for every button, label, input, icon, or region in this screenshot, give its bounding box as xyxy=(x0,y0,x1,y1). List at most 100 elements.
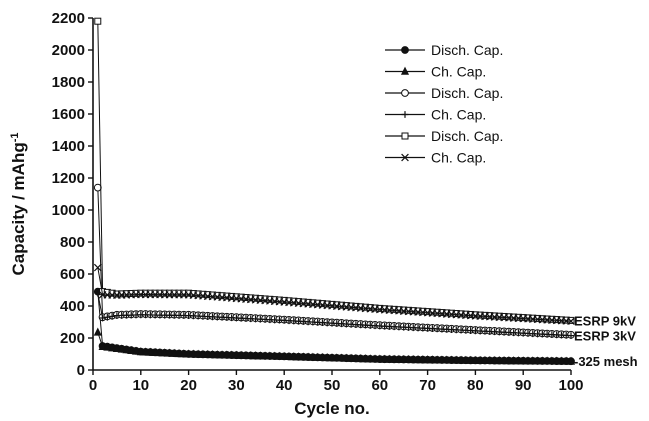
data-point xyxy=(94,17,102,25)
data-point xyxy=(552,356,561,365)
data-point xyxy=(127,345,136,354)
y-tick-label: 800 xyxy=(60,234,85,251)
data-point xyxy=(294,352,303,361)
data-point xyxy=(251,351,260,360)
series-2 xyxy=(93,327,576,365)
data-point xyxy=(504,356,513,365)
data-point xyxy=(122,345,131,354)
series-label: ESRP 3kV xyxy=(574,329,636,344)
legend: Disch. Cap. Ch. Cap. Disch. Cap. Ch. Cap. Di… xyxy=(385,42,503,166)
data-point xyxy=(437,355,446,364)
data-point xyxy=(485,355,494,365)
data-point xyxy=(151,347,160,356)
data-point xyxy=(385,354,394,363)
data-point xyxy=(523,356,533,365)
x-tick-label: 30 xyxy=(228,377,245,394)
y-axis-title-superscript: -1 xyxy=(9,133,21,143)
data-point xyxy=(490,355,499,365)
legend-marker xyxy=(401,111,409,118)
legend-label: Disch. Cap. xyxy=(431,128,503,144)
data-point xyxy=(318,352,327,362)
data-point xyxy=(131,346,141,355)
data-point xyxy=(117,344,126,353)
x-tick-label: 10 xyxy=(132,377,149,394)
data-point xyxy=(404,354,413,364)
data-point xyxy=(227,350,236,359)
data-point xyxy=(356,354,365,363)
y-tick-label: 1400 xyxy=(52,138,85,155)
series-line xyxy=(97,267,572,322)
data-point xyxy=(165,348,174,357)
data-point xyxy=(323,353,332,362)
x-tick-label: 60 xyxy=(371,377,388,394)
y-tick-label: 400 xyxy=(60,298,85,315)
data-point xyxy=(313,352,322,361)
legend-label: Ch. Cap. xyxy=(431,107,486,123)
data-point xyxy=(428,355,437,364)
data-point xyxy=(179,349,188,358)
legend-entry: Ch. Cap. xyxy=(385,150,486,166)
data-point xyxy=(471,355,480,364)
series-layer xyxy=(93,17,576,366)
data-point xyxy=(93,183,102,192)
data-point xyxy=(461,355,470,364)
data-point xyxy=(108,343,117,352)
data-point xyxy=(500,356,509,365)
x-tick-label: 90 xyxy=(515,377,532,394)
data-point xyxy=(265,351,274,360)
data-point xyxy=(533,356,542,365)
data-point xyxy=(567,317,575,326)
legend-marker xyxy=(400,66,410,75)
data-point xyxy=(447,355,456,364)
data-point xyxy=(241,350,251,359)
legend-label: Disch. Cap. xyxy=(431,85,503,101)
x-tick-label: 40 xyxy=(276,377,293,394)
data-point xyxy=(543,356,552,365)
data-point xyxy=(423,355,432,364)
data-point xyxy=(98,341,107,351)
y-tick-label: 1000 xyxy=(52,202,85,219)
data-point xyxy=(332,353,341,362)
data-point xyxy=(547,356,556,365)
data-point xyxy=(218,350,227,359)
data-point xyxy=(261,351,270,360)
data-point xyxy=(289,352,298,361)
legend-label: Ch. Cap. xyxy=(431,64,486,80)
data-point xyxy=(170,348,179,357)
data-point xyxy=(361,354,370,363)
x-tick-label: 20 xyxy=(180,377,197,394)
y-axis-title: Capacity / mAhg-1 xyxy=(9,133,28,276)
data-point xyxy=(146,347,155,356)
data-point xyxy=(198,349,207,358)
data-point xyxy=(203,349,212,359)
data-point xyxy=(557,356,566,365)
legend-label: Ch. Cap. xyxy=(431,150,486,166)
data-point xyxy=(433,355,442,364)
data-point xyxy=(567,332,575,339)
data-point xyxy=(366,354,375,363)
y-tick-label: 600 xyxy=(60,266,85,283)
data-point xyxy=(495,356,504,365)
data-point xyxy=(93,263,102,272)
legend-entry: Disch. Cap. xyxy=(385,85,503,101)
legend-marker xyxy=(401,153,409,162)
data-point xyxy=(103,313,111,321)
legend-entry: Disch. Cap. xyxy=(385,42,503,58)
data-point xyxy=(466,355,475,364)
x-tick-label: 70 xyxy=(419,377,436,394)
data-point xyxy=(509,356,518,365)
series-5 xyxy=(94,17,575,324)
data-point xyxy=(256,351,265,360)
data-point xyxy=(337,353,346,362)
data-point xyxy=(394,354,403,363)
legend-label: Disch. Cap. xyxy=(431,42,503,58)
data-point xyxy=(246,350,255,360)
data-point xyxy=(566,356,576,365)
data-point xyxy=(327,353,337,362)
data-point xyxy=(270,351,279,360)
data-point xyxy=(351,353,360,362)
data-point xyxy=(519,356,528,365)
legend-marker xyxy=(401,89,409,97)
data-point xyxy=(93,327,102,336)
data-point xyxy=(308,352,317,361)
